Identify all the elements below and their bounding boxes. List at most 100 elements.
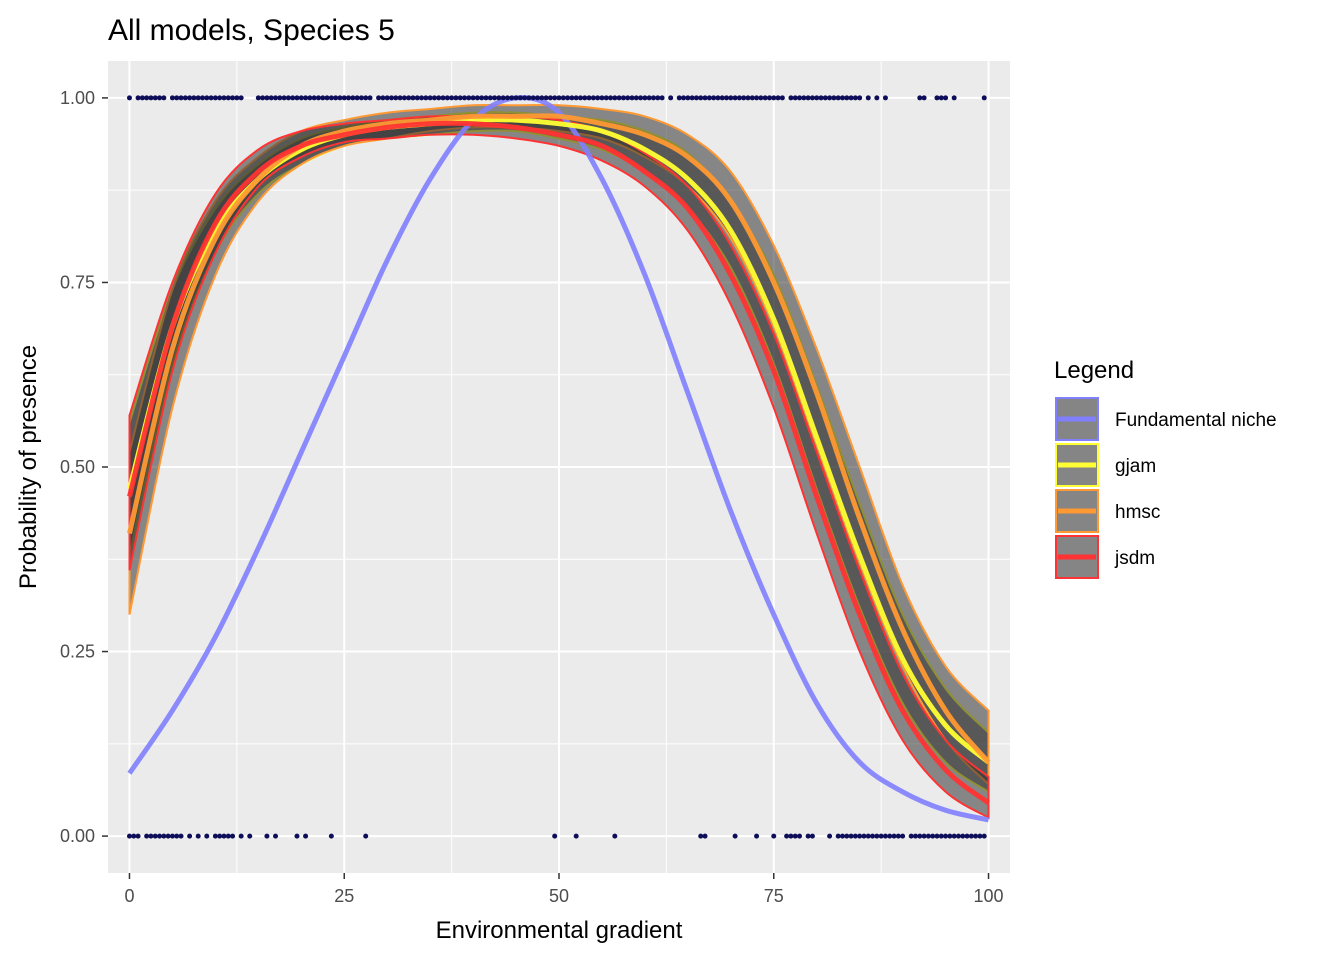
y-axis-title: Probability of presence — [15, 345, 42, 589]
presence-point — [294, 95, 300, 101]
presence-point — [715, 95, 721, 101]
presence-point — [406, 95, 412, 101]
absence-point — [865, 833, 871, 839]
absence-point — [174, 833, 180, 839]
absence-point — [328, 833, 334, 839]
presence-point — [685, 95, 691, 101]
presence-point — [599, 95, 605, 101]
absence-point — [973, 833, 979, 839]
absence-point — [938, 833, 944, 839]
presence-point — [732, 95, 738, 101]
presence-point — [268, 95, 274, 101]
absence-point — [943, 833, 949, 839]
presence-point — [603, 95, 609, 101]
absence-point — [573, 833, 579, 839]
absence-point — [552, 833, 558, 839]
presence-point — [320, 95, 326, 101]
presence-point — [444, 95, 450, 101]
presence-point — [182, 95, 188, 101]
presence-point — [608, 95, 614, 101]
presence-point — [698, 95, 704, 101]
presence-point — [496, 95, 502, 101]
presence-point — [483, 95, 489, 101]
presence-point — [191, 95, 197, 101]
x-tick-label: 75 — [764, 886, 784, 906]
presence-point — [831, 95, 837, 101]
presence-point — [174, 95, 180, 101]
absence-point — [981, 833, 987, 839]
presence-point — [814, 95, 820, 101]
absence-point — [848, 833, 854, 839]
presence-point — [577, 95, 583, 101]
x-tick-label: 0 — [124, 886, 134, 906]
presence-point — [530, 95, 536, 101]
presence-point — [126, 95, 132, 101]
x-axis-title: Environmental gradient — [436, 917, 683, 944]
presence-point — [474, 95, 480, 101]
presence-point — [264, 95, 270, 101]
presence-point — [835, 95, 841, 101]
presence-point — [560, 95, 566, 101]
presence-point — [367, 95, 373, 101]
absence-point — [771, 833, 777, 839]
absence-point — [870, 833, 876, 839]
presence-point — [337, 95, 343, 101]
presence-point — [689, 95, 695, 101]
absence-point — [363, 833, 369, 839]
presence-point — [144, 95, 150, 101]
absence-point — [212, 833, 218, 839]
presence-point — [934, 95, 940, 101]
presence-point — [981, 95, 987, 101]
presence-point — [620, 95, 626, 101]
presence-point — [517, 95, 523, 101]
y-tick-label: 0.75 — [60, 272, 95, 292]
presence-point — [852, 95, 858, 101]
presence-point — [728, 95, 734, 101]
absence-point — [303, 833, 309, 839]
presence-point — [539, 95, 545, 101]
presence-point — [285, 95, 291, 101]
presence-point — [504, 95, 510, 101]
absence-point — [835, 833, 841, 839]
presence-point — [509, 95, 515, 101]
presence-point — [771, 95, 777, 101]
presence-point — [303, 95, 309, 101]
absence-point — [930, 833, 936, 839]
presence-point — [462, 95, 468, 101]
line-jsdm — [127, 120, 991, 805]
presence-point — [616, 95, 622, 101]
presence-point — [217, 95, 223, 101]
presence-point — [161, 95, 167, 101]
absence-point — [951, 833, 957, 839]
legend-key — [1055, 489, 1099, 533]
presence-point — [315, 95, 321, 101]
absence-point — [157, 833, 163, 839]
presence-point — [255, 95, 261, 101]
presence-point — [273, 95, 279, 101]
absence-point — [861, 833, 867, 839]
presence-point — [775, 95, 781, 101]
y-tick-label: 0.50 — [60, 457, 95, 477]
presence-point — [350, 95, 356, 101]
absence-point — [874, 833, 880, 839]
presence-point — [642, 95, 648, 101]
presence-point — [307, 95, 313, 101]
presence-point — [921, 95, 927, 101]
legend-label: jsdm — [1114, 548, 1155, 569]
presence-point — [328, 95, 334, 101]
presence-point — [650, 95, 656, 101]
presence-point — [419, 95, 425, 101]
absence-point — [809, 833, 815, 839]
legend-key — [1055, 443, 1099, 487]
x-tick-label: 50 — [549, 886, 569, 906]
presence-point — [157, 95, 163, 101]
presence-point — [702, 95, 708, 101]
presence-point — [556, 95, 562, 101]
absence-point — [960, 833, 966, 839]
presence-point — [204, 95, 210, 101]
absence-point — [788, 833, 794, 839]
presence-point — [238, 95, 244, 101]
presence-point — [333, 95, 339, 101]
presence-point — [470, 95, 476, 101]
presence-point — [543, 95, 549, 101]
